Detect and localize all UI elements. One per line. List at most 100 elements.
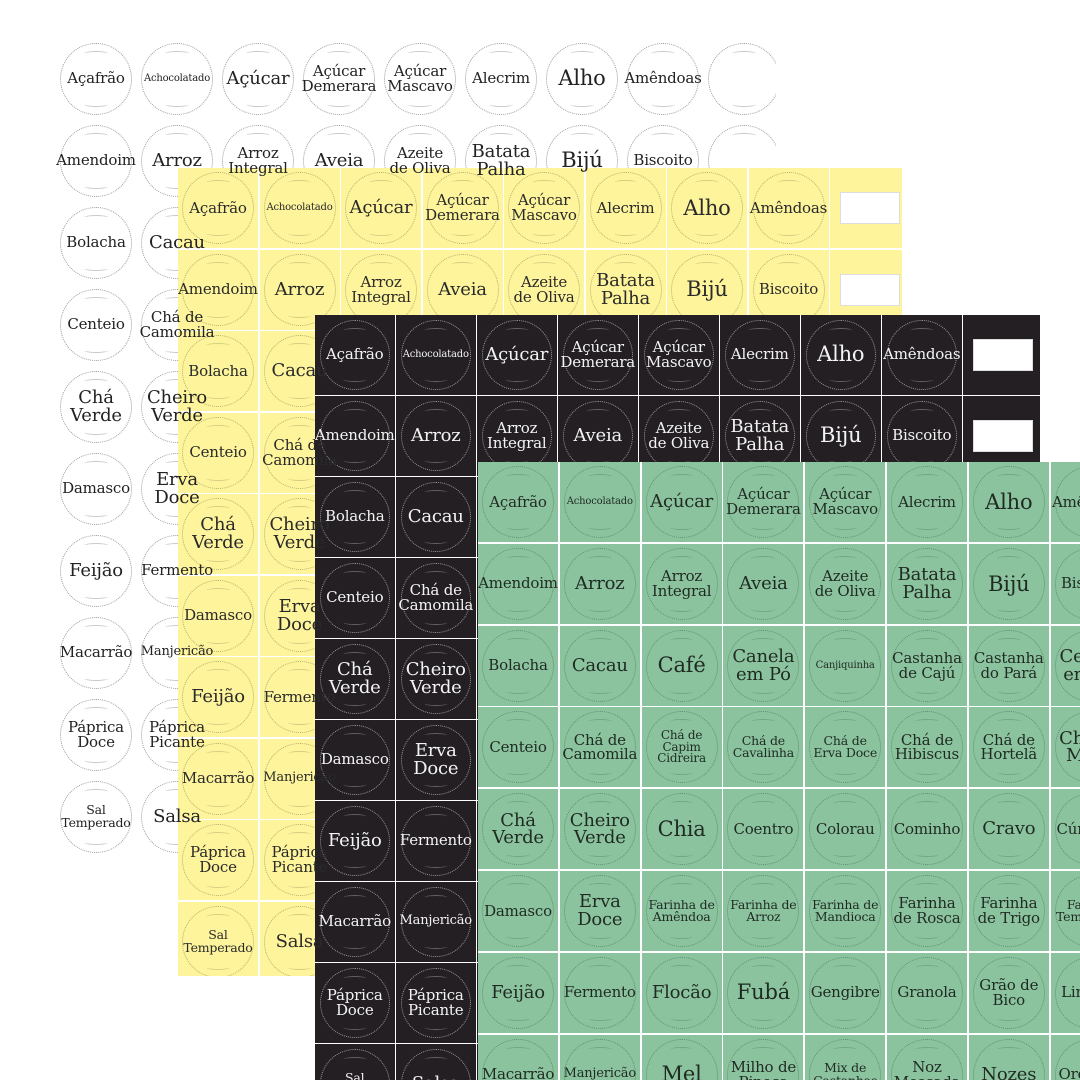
jar-label-text: Feijão: [191, 686, 245, 708]
dotted-circle-border: [563, 956, 636, 1029]
jar-label-text: Batata Palha: [471, 140, 531, 180]
jar-label: Páprica Doce: [56, 694, 136, 775]
dotted-circle-border: [752, 172, 825, 244]
jar-label-text: Arroz: [410, 424, 461, 446]
jar-label-text: Açúcar: [226, 67, 290, 89]
dotted-circle-border: [890, 466, 963, 538]
jar-label: Linhaça: [1050, 952, 1080, 1033]
jar-label: Açafrão: [178, 168, 258, 248]
jar-label: Mel: [641, 1034, 722, 1080]
jar-label: Chá de Capim Cidreira: [641, 707, 722, 788]
jar-label: Cebola em Pó: [1050, 625, 1080, 706]
dotted-circle-border: [809, 793, 882, 866]
dotted-circle-border: [319, 400, 390, 471]
jar-label: Gengibre: [805, 952, 886, 1033]
jar-label-text: Aveia: [438, 278, 487, 300]
dotted-circle-border: [319, 562, 390, 633]
jar-label-text: Chia: [657, 816, 706, 841]
jar-label: Aveia: [723, 543, 804, 624]
dotted-circle-border: [727, 629, 800, 702]
jar-label-text: Damasco: [484, 901, 552, 920]
jar-label-text: Bijú: [820, 423, 862, 448]
jar-label-text: Fubá: [736, 980, 791, 1005]
jar-label-text: Sal Temperado: [345, 1069, 365, 1080]
dotted-circle-border: [482, 711, 554, 784]
blank-write-in-box: [972, 338, 1033, 371]
dotted-circle-border: [562, 319, 633, 390]
jar-label: Manjericão: [396, 882, 476, 962]
jar-label: Cominho: [886, 789, 967, 870]
jar-label: Chá de Camomila: [559, 707, 640, 788]
jar-label-text: Farinha de Rosca: [893, 894, 961, 927]
jar-label: Fubá: [723, 952, 804, 1033]
jar-label: Colorau: [805, 789, 886, 870]
jar-label-text: Açúcar Mascavo: [511, 191, 577, 224]
jar-label-text: Amêndoas: [624, 69, 702, 88]
jar-label-text: Cheiro Verde: [269, 514, 330, 553]
dotted-circle-border: [972, 793, 1045, 866]
jar-label: Bolacha: [178, 331, 258, 411]
jar-label-text: Sal Temperado: [61, 802, 131, 830]
dotted-circle-border: [263, 253, 336, 326]
jar-label: Chia: [641, 789, 722, 870]
jar-label-text: Cacau: [149, 231, 205, 253]
jar-label-text: Chá de Camomila: [139, 307, 215, 341]
jar-label-text: Cheiro Verde: [569, 809, 630, 849]
jar-label: Alho: [801, 315, 881, 395]
jar-label-text: Páprica Picante: [149, 717, 205, 751]
jar-label: Coentro: [723, 789, 804, 870]
jar-label-text: Açúcar Demerara: [560, 338, 636, 371]
jar-label-text: Chá Verde: [328, 659, 381, 698]
jar-label-text: Biscoito: [1060, 574, 1080, 593]
jar-label-text: Colorau: [815, 819, 875, 838]
dotted-circle-border: [400, 724, 471, 795]
dotted-circle-border: [727, 793, 800, 866]
dotted-circle-border: [60, 698, 132, 771]
dotted-circle-border: [809, 547, 882, 620]
jar-label: Macarrão: [478, 1034, 558, 1080]
dotted-circle-border: [60, 452, 132, 525]
jar-label: Sal Temperado: [56, 776, 136, 857]
jar-label: Noz Moscada: [886, 1034, 967, 1080]
jar-label: Páprica Picante: [396, 963, 476, 1043]
dotted-circle-border: [60, 206, 132, 279]
jar-label-text: Amêndoas: [1051, 492, 1080, 511]
dotted-circle-border: [482, 629, 554, 702]
jar-label-text: Granola: [897, 983, 957, 1002]
jar-label-text: Farinha de Amêndoa: [648, 896, 715, 924]
jar-label-text: Cacau: [271, 360, 328, 382]
dotted-circle-border: [708, 42, 776, 115]
dotted-circle-border: [972, 466, 1045, 538]
jar-label: Grão de Bico: [968, 952, 1049, 1033]
jar-label: Arroz: [137, 120, 217, 201]
jar-label-text: Macarrão: [318, 912, 392, 931]
jar-label: Bolacha: [56, 202, 136, 283]
jar-label: Açúcar: [641, 462, 722, 542]
dotted-circle-border: [303, 42, 375, 115]
jar-label-text: Chá de Camomila: [262, 435, 337, 469]
jar-label-text: Chá de Hortelã: [980, 730, 1038, 764]
jar-label-text: Cravo: [982, 818, 1036, 840]
jar-label-text: Bolacha: [488, 656, 548, 675]
jar-label: Amendoim: [56, 120, 136, 201]
jar-label: Centeio: [178, 412, 258, 493]
dotted-circle-border: [890, 547, 963, 620]
jar-label-text: Páprica Doce: [68, 717, 124, 751]
dotted-circle-border: [546, 42, 618, 115]
jar-label-text: Manjericão: [263, 770, 336, 786]
jar-label: Farinha de Amêndoa: [641, 870, 722, 951]
jar-label: Alecrim: [720, 315, 800, 395]
jar-label-text: Erva Doce: [276, 595, 323, 635]
jar-label-text: Chá de Maçã: [1059, 727, 1080, 767]
jar-label-text: Arroz Integral: [351, 272, 411, 306]
jar-label: Mix de Castanhas: [805, 1034, 886, 1080]
jar-label-text: Amendoim: [315, 426, 395, 445]
dotted-circle-border: [426, 172, 499, 244]
jar-label-text: Bolacha: [188, 361, 248, 380]
jar-label-text: Feijão: [491, 981, 545, 1003]
jar-label-text: Açúcar: [650, 491, 714, 513]
jar-label: Cheiro Verde: [559, 789, 640, 870]
dotted-circle-border: [319, 643, 390, 714]
jar-label-text: Manjericão: [563, 1066, 637, 1080]
jar-label: Nozes: [968, 1034, 1049, 1080]
